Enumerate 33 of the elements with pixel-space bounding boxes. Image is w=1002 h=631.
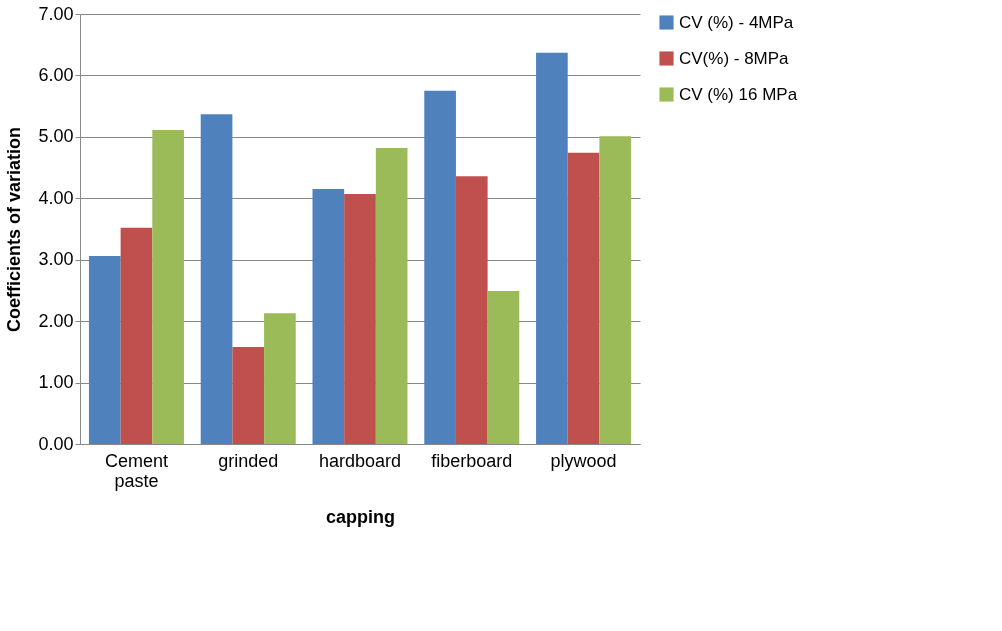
y-tick-label: 1.00 <box>38 372 74 393</box>
legend-label: CV(%) - 8MPa <box>679 48 790 68</box>
bar <box>344 193 376 444</box>
y-tick-label: 2.00 <box>38 310 74 331</box>
y-tick-label: 5.00 <box>38 126 74 147</box>
bar <box>455 176 488 444</box>
x-axis-title: capping <box>325 506 396 527</box>
x-tick-label: grinded <box>218 450 279 471</box>
y-tick-label: 7.00 <box>38 3 74 24</box>
bar <box>536 52 568 444</box>
y-tick-label: 0.00 <box>38 433 74 454</box>
y-tick-label: 6.00 <box>38 64 74 85</box>
bar <box>312 189 345 444</box>
x-tick-label: fiberboard <box>431 450 513 471</box>
x-tick-label: hardboard <box>318 450 402 471</box>
bar <box>264 313 296 444</box>
bar <box>599 136 632 444</box>
y-tick-label: 3.00 <box>38 249 74 270</box>
x-tick-label: plywood <box>550 450 617 471</box>
bar <box>120 227 153 444</box>
legend-label: CV (%) 16 MPa <box>679 84 798 104</box>
bar <box>88 256 121 444</box>
bar <box>232 346 265 444</box>
bar <box>487 291 520 444</box>
bar <box>152 130 184 444</box>
bar <box>200 114 233 444</box>
bar <box>567 152 600 444</box>
bar <box>424 90 456 444</box>
y-tick-label: 4.00 <box>38 187 74 208</box>
legend-label: CV (%) - 4MPa <box>679 12 794 32</box>
bar <box>375 147 408 444</box>
y-axis-title: Coefficients of variation <box>4 126 25 333</box>
x-tick-label: Cement paste <box>104 450 168 491</box>
